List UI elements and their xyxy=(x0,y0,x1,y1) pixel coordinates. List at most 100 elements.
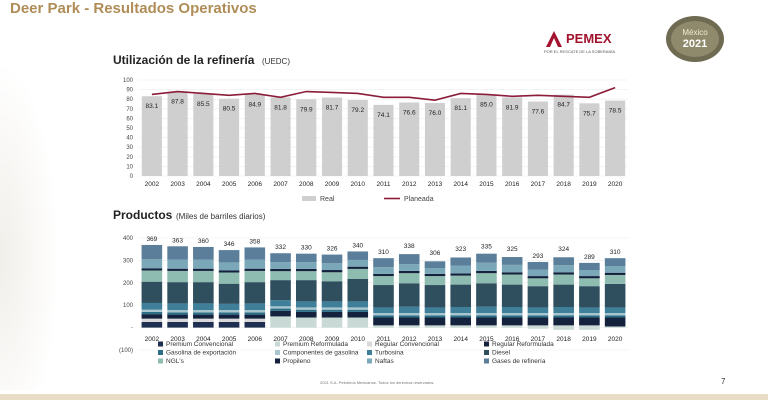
chart2-bar-segment xyxy=(553,317,574,326)
chart2-total-label: 326 xyxy=(327,246,338,253)
chart2-legend-label: Regular Reformulada xyxy=(492,341,554,348)
chart1-ytick-label: 30 xyxy=(126,145,133,151)
chart2-bar-segment xyxy=(218,283,240,304)
chart1-ytick-label: 90 xyxy=(126,88,133,94)
chart2-xtick-label: 2004 xyxy=(196,336,211,343)
chart1-ytick-label: 80 xyxy=(126,97,133,103)
chart2-xtick-label: 2013 xyxy=(428,336,443,343)
chart1-bar xyxy=(167,91,188,176)
chart1-xtick-label: 2016 xyxy=(505,181,520,188)
chart2-bar-segment xyxy=(398,306,420,314)
chart2-bar-segment xyxy=(373,307,394,314)
chart2-bar-segment xyxy=(604,307,626,314)
chart1-xtick-label: 2009 xyxy=(325,181,340,188)
products-chart: Productos (Miles de barriles diarios) (1… xyxy=(113,208,628,365)
chart1-xtick-label: 2018 xyxy=(556,181,571,188)
chart2-bar-segment xyxy=(604,313,626,316)
chart1-bar xyxy=(527,101,548,176)
chart2-ytick-label: 200 xyxy=(123,281,134,287)
chart1-bar-value: 85.0 xyxy=(480,101,493,108)
chart2-bar-segment xyxy=(501,284,523,307)
chart1-bar xyxy=(296,99,317,176)
refinery-utilization-chart: Utilización de la refinería (UEDC) 0 10 20… xyxy=(113,53,628,203)
pemex-logo-tagline: POR EL RESCATE DE LA SOBERANÍA xyxy=(544,49,615,54)
chart2-total-label: 325 xyxy=(507,246,518,253)
chart2-bar-segment xyxy=(501,315,523,318)
chart2-bar-segment xyxy=(579,315,600,318)
chart1-bar-value: 74.1 xyxy=(377,112,390,119)
chart1-bar-value: 87.8 xyxy=(171,99,184,106)
chart2-xtick-label: 2012 xyxy=(402,336,417,343)
pemex-logo: PEMEX POR EL RESCATE DE LA SOBERANÍA xyxy=(540,25,650,55)
chart2-bar-segment xyxy=(270,280,291,301)
chart2-ytick-label: (100) xyxy=(119,348,133,354)
pemex-logo-text: PEMEX xyxy=(566,31,612,46)
chart2-total-label: 306 xyxy=(430,250,441,257)
chart2-bar-segment xyxy=(579,262,600,271)
chart2-total-label: 310 xyxy=(610,249,621,256)
chart2-bar-segment xyxy=(295,301,317,308)
chart2-bar-segment xyxy=(193,282,214,304)
chart2-bar-segment xyxy=(373,285,394,308)
chart2-bar-segment xyxy=(398,315,420,318)
chart2-bar-segment xyxy=(167,314,188,319)
chart2-bar-segment xyxy=(604,317,626,327)
chart1-bar-value: 77.6 xyxy=(532,109,545,116)
chart2-bar-segment xyxy=(244,270,266,283)
chart1-ytick-label: 40 xyxy=(126,136,133,142)
chart2-xtick-label: 2020 xyxy=(608,336,623,343)
chart1-bar xyxy=(424,103,446,176)
bottom-band xyxy=(0,394,768,400)
chart2-bar-segment xyxy=(424,307,446,314)
seal-year: 2021 xyxy=(683,38,707,50)
chart2-bar-segment xyxy=(167,322,188,328)
chart2-xtick-label: 2002 xyxy=(145,336,160,343)
chart1-bar xyxy=(219,98,240,176)
chart2-bar-segment xyxy=(450,257,472,266)
chart2-bar-segment xyxy=(398,264,420,271)
chart2-bar-segment xyxy=(193,268,214,271)
chart2-bar-segment xyxy=(347,301,369,308)
chart2-legend-label: Diesel xyxy=(492,350,511,357)
chart2-bar-segment xyxy=(347,317,369,328)
chart2-bar-segment xyxy=(218,272,240,284)
chart1-ytick-label: 0 xyxy=(130,174,134,180)
chart1-ytick-label: 10 xyxy=(126,164,133,170)
chart2-bar-segment xyxy=(476,262,497,271)
chart2-legend-swatch xyxy=(484,350,489,355)
chart2-bar-segment xyxy=(167,318,188,322)
chart2-total-label: 346 xyxy=(224,241,235,248)
chart1-xtick-label: 2011 xyxy=(377,181,391,188)
chart2-bar-segment xyxy=(373,258,394,268)
chart2-total-label: 324 xyxy=(558,246,569,253)
chart2-bar-segment xyxy=(141,318,163,322)
chart2-ytick-label: 300 xyxy=(123,258,134,264)
chart2-bar-segment xyxy=(604,283,626,308)
chart2-bar-segment xyxy=(604,315,626,318)
chart2-bar-segment xyxy=(450,325,472,328)
chart2-total-label: 330 xyxy=(301,245,312,252)
chart2-legend-swatch xyxy=(275,341,280,347)
chart1-bar-value: 81.9 xyxy=(506,104,519,111)
chart2-bar-segment xyxy=(218,314,240,319)
chart2-bar-segment xyxy=(501,257,523,265)
chart2-total-label: 310 xyxy=(378,249,389,256)
chart2-bar-segment xyxy=(579,278,600,287)
chart2-bar-segment xyxy=(193,259,214,269)
chart1-xtick-label: 2010 xyxy=(351,181,366,188)
chart2-bar-segment xyxy=(424,261,446,269)
chart2-legend-label: NGL's xyxy=(166,358,185,365)
chart1-bar-value: 79.9 xyxy=(300,106,313,113)
chart2-bar-segment xyxy=(347,266,369,269)
chart2-bar-segment xyxy=(244,259,266,269)
chart2-xtick-label: 2003 xyxy=(170,336,185,343)
chart1-legend-real-swatch xyxy=(302,196,316,201)
chart2-xtick-label: 2019 xyxy=(582,336,597,343)
chart2-bar-segment xyxy=(244,318,266,322)
chart2-legend-swatch xyxy=(484,358,489,364)
chart2-negative-segment xyxy=(527,327,549,329)
chart2-bar-segment xyxy=(141,259,163,269)
chart2-bar-segment xyxy=(604,258,626,266)
chart2-bar-segment xyxy=(450,315,472,318)
chart2-legend-label: Premium Reformulada xyxy=(283,341,348,348)
